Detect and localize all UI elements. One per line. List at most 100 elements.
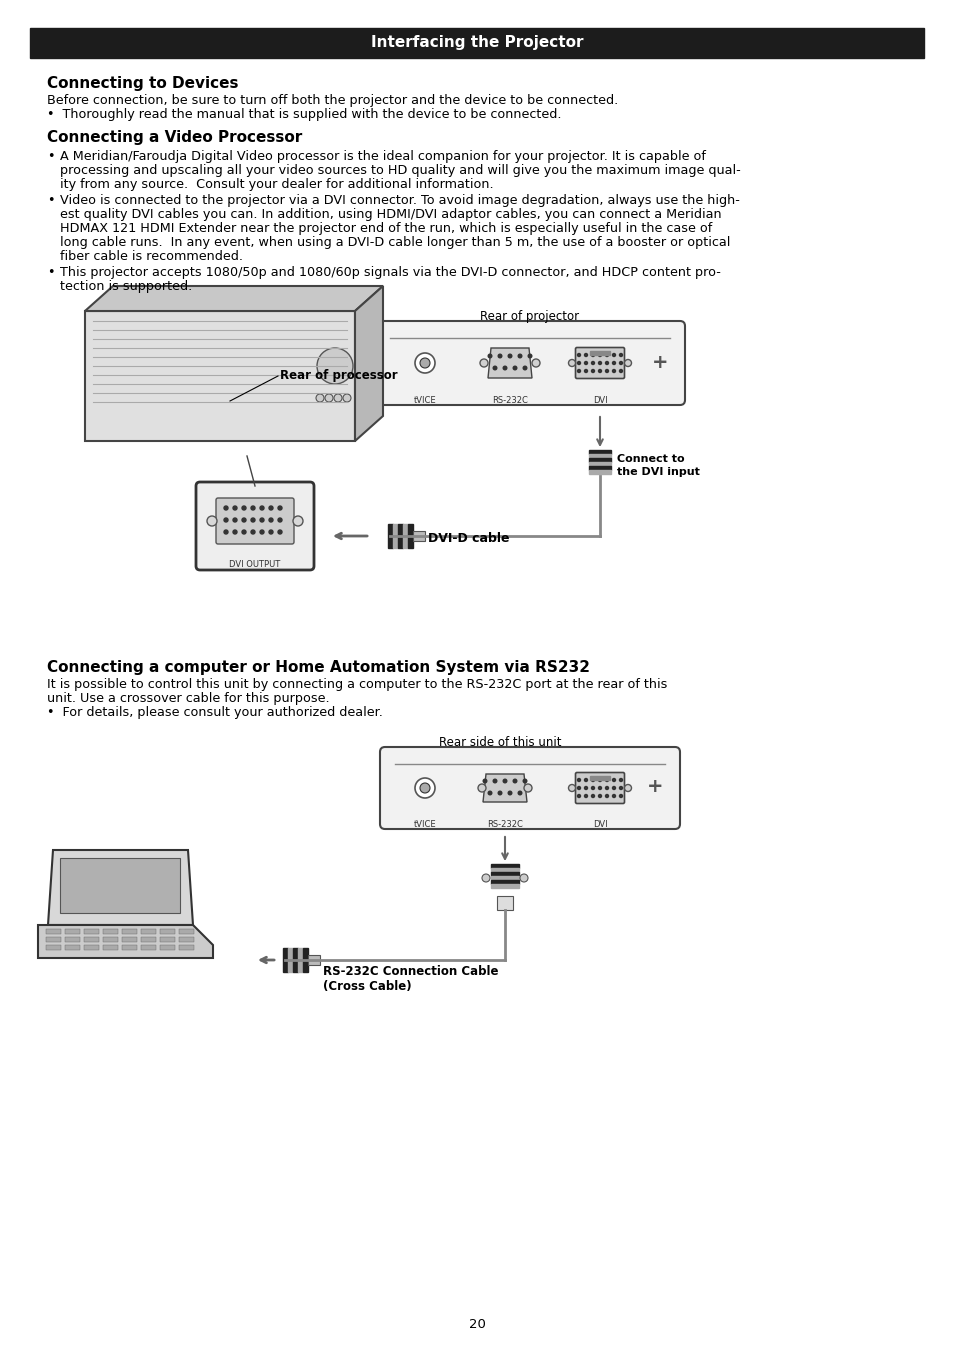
Bar — [288, 948, 293, 972]
Text: DVI: DVI — [592, 819, 607, 829]
Circle shape — [618, 362, 622, 364]
Circle shape — [493, 779, 497, 783]
Circle shape — [577, 787, 579, 790]
Text: •: • — [47, 194, 54, 207]
Bar — [397, 524, 402, 548]
Circle shape — [479, 359, 488, 367]
Circle shape — [269, 506, 273, 510]
Circle shape — [605, 362, 608, 364]
Circle shape — [269, 531, 273, 535]
Bar — [491, 872, 518, 876]
Circle shape — [591, 795, 594, 798]
Polygon shape — [38, 925, 213, 958]
Text: •  Thoroughly read the manual that is supplied with the device to be connected.: • Thoroughly read the manual that is sup… — [47, 108, 561, 122]
Text: DVI-D cable: DVI-D cable — [428, 532, 509, 544]
Bar — [308, 954, 319, 965]
Circle shape — [598, 370, 601, 373]
Circle shape — [612, 795, 615, 798]
Bar — [103, 929, 118, 934]
Circle shape — [598, 779, 601, 782]
Circle shape — [207, 516, 216, 526]
Bar — [65, 929, 80, 934]
FancyBboxPatch shape — [375, 321, 684, 405]
Circle shape — [334, 394, 341, 402]
Circle shape — [605, 787, 608, 790]
Bar — [103, 937, 118, 942]
Circle shape — [584, 779, 587, 782]
Text: Rear side of this unit: Rear side of this unit — [438, 736, 560, 749]
Circle shape — [605, 779, 608, 782]
Bar — [413, 531, 424, 541]
Circle shape — [325, 394, 333, 402]
Circle shape — [598, 795, 601, 798]
Text: DVI: DVI — [592, 396, 607, 405]
FancyBboxPatch shape — [215, 498, 294, 544]
Circle shape — [577, 779, 579, 782]
Circle shape — [591, 370, 594, 373]
Circle shape — [618, 354, 622, 356]
Bar — [491, 876, 518, 880]
Bar — [46, 945, 61, 950]
Circle shape — [233, 518, 236, 522]
Bar — [179, 929, 193, 934]
Text: ity from any source.  Consult your dealer for additional information.: ity from any source. Consult your dealer… — [60, 178, 493, 190]
Circle shape — [612, 354, 615, 356]
Text: unit. Use a crossover cable for this purpose.: unit. Use a crossover cable for this pur… — [47, 693, 330, 705]
Circle shape — [315, 394, 324, 402]
Text: RS-232C Connection Cable: RS-232C Connection Cable — [323, 965, 498, 977]
Circle shape — [624, 784, 631, 791]
Bar — [84, 937, 99, 942]
Polygon shape — [85, 286, 382, 310]
Bar — [402, 524, 408, 548]
Circle shape — [528, 354, 531, 358]
Bar — [85, 310, 355, 441]
Bar — [491, 868, 518, 872]
Text: tVICE: tVICE — [414, 396, 436, 405]
Bar — [283, 948, 288, 972]
Bar — [84, 945, 99, 950]
Circle shape — [577, 354, 579, 356]
Polygon shape — [48, 850, 193, 925]
Bar — [122, 945, 137, 950]
Circle shape — [251, 531, 254, 535]
Circle shape — [618, 370, 622, 373]
Bar — [46, 937, 61, 942]
Text: HDMAX 121 HDMI Extender near the projector end of the run, which is especially u: HDMAX 121 HDMI Extender near the project… — [60, 221, 712, 235]
Bar — [491, 884, 518, 888]
Text: Before connection, be sure to turn off both the projector and the device to be c: Before connection, be sure to turn off b… — [47, 95, 618, 107]
Circle shape — [482, 779, 486, 783]
Circle shape — [343, 394, 351, 402]
Circle shape — [519, 873, 527, 882]
Circle shape — [517, 791, 521, 795]
Circle shape — [260, 518, 264, 522]
Bar — [588, 466, 610, 470]
Circle shape — [497, 354, 501, 358]
Text: Connecting to Devices: Connecting to Devices — [47, 76, 238, 90]
Bar — [588, 462, 610, 466]
Circle shape — [598, 787, 601, 790]
Circle shape — [598, 354, 601, 356]
Circle shape — [612, 779, 615, 782]
Circle shape — [618, 787, 622, 790]
Circle shape — [577, 370, 579, 373]
Bar — [588, 450, 610, 454]
Circle shape — [517, 354, 521, 358]
Circle shape — [584, 795, 587, 798]
Text: tection is supported.: tection is supported. — [60, 279, 193, 293]
Text: Rear of projector: Rear of projector — [480, 310, 579, 323]
Text: est quality DVI cables you can. In addition, using HDMI/DVI adaptor cables, you : est quality DVI cables you can. In addit… — [60, 208, 720, 221]
Circle shape — [481, 873, 490, 882]
Bar — [293, 948, 297, 972]
Circle shape — [584, 370, 587, 373]
Bar — [388, 524, 393, 548]
Circle shape — [513, 366, 517, 370]
Circle shape — [568, 359, 575, 366]
Bar — [297, 948, 303, 972]
Circle shape — [508, 354, 511, 358]
Polygon shape — [488, 348, 532, 378]
Text: +: + — [646, 778, 662, 796]
Circle shape — [591, 787, 594, 790]
Circle shape — [488, 791, 492, 795]
Circle shape — [242, 506, 246, 510]
Circle shape — [508, 791, 511, 795]
